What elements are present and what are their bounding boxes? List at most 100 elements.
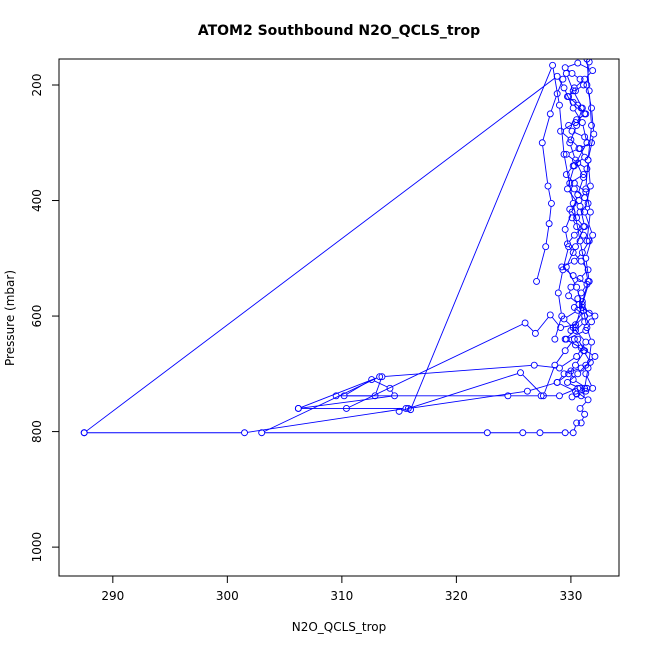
data-point <box>576 145 584 152</box>
data-point <box>517 369 524 377</box>
data-point <box>585 87 593 95</box>
series-line-segment <box>559 375 567 381</box>
series-line-segment <box>573 220 576 224</box>
series-line-segment <box>580 164 585 168</box>
data-point <box>555 392 563 400</box>
data-point <box>258 429 266 437</box>
series-line-segment <box>301 377 377 408</box>
data-point <box>407 406 415 414</box>
chart-title: ATOM2 Southbound N2O_QCLS_trop <box>198 23 480 39</box>
series-3 <box>294 298 590 412</box>
series-line-segment <box>247 408 403 433</box>
data-point <box>562 150 570 158</box>
series-line-segment <box>537 317 549 332</box>
series-line-segment <box>346 380 370 395</box>
series-line-segment <box>566 368 579 374</box>
data-point <box>545 220 553 228</box>
series-line-segment <box>566 311 576 318</box>
series-line-segment <box>527 324 534 332</box>
series-line-segment <box>551 317 559 326</box>
series-6 <box>395 335 578 415</box>
series-7 <box>404 335 589 412</box>
x-tick-label: 300 <box>216 589 239 603</box>
data-point <box>574 59 582 67</box>
data-point <box>578 301 586 308</box>
series-line-segment <box>556 353 564 363</box>
data-point <box>559 75 567 83</box>
series-line-segment <box>568 290 571 293</box>
x-axis-label: N2O_QCLS_trop <box>292 620 387 634</box>
data-point <box>577 392 585 400</box>
series-line-segment <box>411 391 525 409</box>
data-point <box>80 429 88 437</box>
data-point <box>574 191 582 199</box>
series-line-segment <box>586 238 593 256</box>
series-5 <box>332 370 597 400</box>
series-line-segment <box>577 344 585 355</box>
series-line-segment <box>582 286 586 291</box>
data-point <box>578 104 586 112</box>
data-point <box>538 139 546 147</box>
series-line-segment <box>567 69 570 72</box>
data-point <box>562 171 570 178</box>
data-point <box>565 370 573 378</box>
data-point <box>546 311 554 319</box>
data-point <box>585 277 593 285</box>
data-point <box>591 353 599 360</box>
series-line-segment <box>568 63 575 67</box>
data-point <box>523 387 531 395</box>
series-line-segment <box>570 145 575 158</box>
data-point <box>565 292 573 300</box>
series-line-segment <box>563 249 569 267</box>
series-line-segment <box>558 78 563 86</box>
series-line-segment <box>567 168 572 173</box>
series-line-segment <box>349 323 523 408</box>
data-point <box>584 396 592 404</box>
data-point <box>553 90 561 98</box>
x-axis: 290 300 310 320 330 <box>101 576 582 603</box>
series-line-segment <box>575 145 586 164</box>
y-tick-label: 600 <box>30 305 44 328</box>
data-point <box>582 370 590 378</box>
series-line-segment <box>587 128 592 157</box>
series-line-segment <box>375 379 382 393</box>
data-point <box>558 312 566 320</box>
series-line-segment <box>536 249 546 279</box>
series-line-segment <box>570 128 576 140</box>
data-point <box>572 361 579 369</box>
data-point <box>569 429 577 437</box>
series-line-segment <box>567 76 573 88</box>
series-line-segment <box>586 215 591 238</box>
series-line-segment <box>566 341 573 349</box>
series-line-segment <box>583 349 593 356</box>
data-point <box>574 335 582 343</box>
data-point <box>574 370 582 378</box>
series-line-segment <box>588 137 594 158</box>
series-line-segment <box>576 229 584 245</box>
series-12 <box>582 59 595 245</box>
data-point <box>559 266 567 274</box>
series-line-segment <box>565 214 572 227</box>
data-point <box>572 324 579 332</box>
data-point <box>378 373 386 381</box>
series-line-segment <box>572 280 579 286</box>
data-point <box>591 312 599 320</box>
data-point <box>562 69 570 77</box>
series-line-segment <box>574 74 578 78</box>
data-point <box>570 303 578 311</box>
data-point <box>519 429 527 437</box>
data-point <box>581 223 589 230</box>
series-8 <box>407 61 592 414</box>
data-point <box>569 104 577 112</box>
series-line-segment <box>550 96 557 111</box>
data-point <box>589 231 597 239</box>
data-point <box>581 347 589 355</box>
series-line-segment <box>391 390 394 394</box>
series-line-segment <box>579 341 584 349</box>
data-point <box>573 419 581 427</box>
data-point <box>561 347 569 355</box>
data-point <box>555 101 563 109</box>
series-line-segment <box>544 367 555 393</box>
series-line-segment <box>585 163 589 186</box>
